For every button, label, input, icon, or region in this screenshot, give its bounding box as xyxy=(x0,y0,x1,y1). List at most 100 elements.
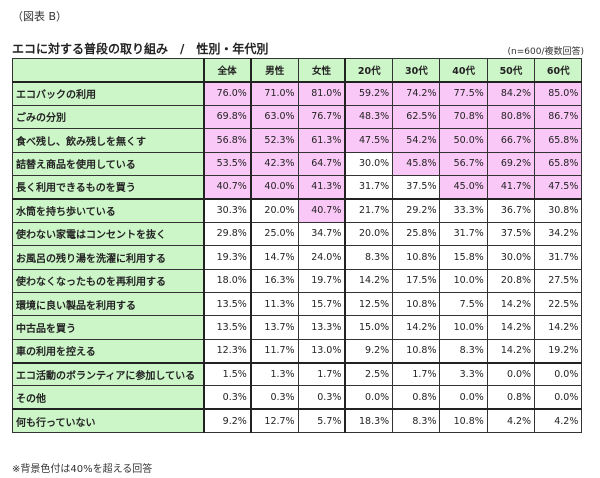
value-cell: 37.5% xyxy=(392,174,441,200)
value-cell: 12.3% xyxy=(202,338,252,364)
value-cell: 48.3% xyxy=(344,104,394,130)
value-cell: 86.7% xyxy=(534,104,583,130)
value-cell: 59.2% xyxy=(344,81,394,106)
value-cell: 65.8% xyxy=(534,151,583,176)
row-label: 使わなくなったものを再利用する xyxy=(12,268,204,293)
value-cell: 40.7% xyxy=(297,198,346,223)
value-cell: 13.5% xyxy=(202,315,252,340)
value-cell: 66.7% xyxy=(486,128,536,153)
value-cell: 8.3% xyxy=(439,338,488,364)
table-row: 何も行っていない 9.2% 12.7% 5.7% 18.3% 8.3% 10.8% 4.2% 4… xyxy=(12,408,583,434)
value-cell: 74.2% xyxy=(392,81,441,106)
column-header: 40代 xyxy=(439,57,488,83)
value-cell: 22.5% xyxy=(534,291,583,317)
value-cell: 14.2% xyxy=(486,338,536,364)
value-cell: 14.2% xyxy=(534,315,583,340)
value-cell: 84.2% xyxy=(486,81,536,106)
value-cell: 8.3% xyxy=(344,245,394,270)
value-cell: 10.8% xyxy=(392,245,441,270)
table-row: 水筒を持ち歩いている 30.3% 20.0% 40.7% 21.7% 29.2% 33.3%… xyxy=(12,198,583,223)
row-label: 環境に良い製品を利用する xyxy=(12,291,204,317)
table-row: その他 0.3% 0.3% 0.3% 0.0% 0.8% 0.0% 0.8% 0.0% xyxy=(12,385,583,410)
value-cell: 14.7% xyxy=(249,245,299,270)
value-cell: 25.0% xyxy=(249,221,299,247)
row-label: 中古品を買う xyxy=(12,315,204,340)
row-label: お風呂の残り湯を洗濯に利用する xyxy=(12,245,204,270)
value-cell: 4.2% xyxy=(486,408,536,434)
value-cell: 50.0% xyxy=(439,128,488,153)
value-cell: 7.5% xyxy=(439,291,488,317)
value-cell: 14.2% xyxy=(486,291,536,317)
value-cell: 34.7% xyxy=(297,221,346,247)
column-header: 30代 xyxy=(392,57,441,83)
value-cell: 15.8% xyxy=(439,245,488,270)
column-header: 全体 xyxy=(202,57,252,83)
value-cell: 17.5% xyxy=(392,268,441,293)
value-cell: 19.7% xyxy=(297,268,346,293)
value-cell: 1.5% xyxy=(202,362,252,387)
value-cell: 71.0% xyxy=(249,81,299,106)
value-cell: 45.8% xyxy=(392,151,441,176)
row-label: 水筒を持ち歩いている xyxy=(12,198,204,223)
value-cell: 69.8% xyxy=(202,104,252,130)
sample-note: (n=600/複数回答) xyxy=(507,47,584,57)
value-cell: 10.0% xyxy=(439,315,488,340)
value-cell: 27.5% xyxy=(534,268,583,293)
value-cell: 40.7% xyxy=(202,174,252,200)
value-cell: 10.0% xyxy=(439,268,488,293)
value-cell: 0.0% xyxy=(439,385,488,410)
value-cell: 2.5% xyxy=(344,362,394,387)
value-cell: 0.3% xyxy=(202,385,252,410)
value-cell: 0.3% xyxy=(297,385,346,410)
value-cell: 47.5% xyxy=(534,174,583,200)
value-cell: 76.0% xyxy=(202,81,252,106)
value-cell: 65.8% xyxy=(534,128,583,153)
value-cell: 13.3% xyxy=(297,315,346,340)
value-cell: 56.7% xyxy=(439,151,488,176)
value-cell: 37.5% xyxy=(486,221,536,247)
value-cell: 18.0% xyxy=(202,268,252,293)
value-cell: 21.7% xyxy=(344,198,394,223)
column-header: 50代 xyxy=(486,57,536,83)
value-cell: 4.2% xyxy=(534,408,583,434)
value-cell: 13.0% xyxy=(297,338,346,364)
value-cell: 30.0% xyxy=(486,245,536,270)
value-cell: 15.7% xyxy=(297,291,346,317)
table-row: 使わない家電はコンセントを抜く 29.8% 25.0% 34.7% 20.0% 25.8%… xyxy=(12,221,583,247)
table-row: ごみの分別 69.8% 63.0% 76.7% 48.3% 62.5% 70.8% 80.8%… xyxy=(12,104,583,130)
row-label: エコバックの利用 xyxy=(12,81,204,106)
value-cell: 16.3% xyxy=(249,268,299,293)
table-row: 詰替え商品を使用している 53.5% 42.3% 64.7% 30.0% 45.8% 56.… xyxy=(12,151,583,176)
value-cell: 12.5% xyxy=(344,291,394,317)
value-cell: 85.0% xyxy=(534,81,583,106)
table-row: お風呂の残り湯を洗濯に利用する 19.3% 14.7% 24.0% 8.3% 10.8% 1… xyxy=(12,245,583,270)
value-cell: 36.7% xyxy=(486,198,536,223)
value-cell: 0.0% xyxy=(534,385,583,410)
table-title: エコに対する普段の取り組み / 性別・年代別 xyxy=(12,42,269,56)
value-cell: 9.2% xyxy=(344,338,394,364)
value-cell: 63.0% xyxy=(249,104,299,130)
table-row: 車の利用を控える 12.3% 11.7% 13.0% 9.2% 10.8% 8.3% 14.2… xyxy=(12,338,583,364)
table-row: 使わなくなったものを再利用する 18.0% 16.3% 19.7% 14.2% 17.5%… xyxy=(12,268,583,293)
value-cell: 42.3% xyxy=(249,151,299,176)
value-cell: 81.0% xyxy=(297,81,346,106)
value-cell: 76.7% xyxy=(297,104,346,130)
value-cell: 1.7% xyxy=(297,362,346,387)
row-label: 食べ残し、飲み残しを無くす xyxy=(12,128,204,153)
value-cell: 8.3% xyxy=(392,408,441,434)
column-header: 女性 xyxy=(297,57,346,83)
row-label: 詰替え商品を使用している xyxy=(12,151,204,176)
value-cell: 33.3% xyxy=(439,198,488,223)
results-table: 全体 男性 女性 20代 30代 40代 50代 60代 エコバックの利用 76.… xyxy=(12,57,583,434)
value-cell: 54.2% xyxy=(392,128,441,153)
value-cell: 0.0% xyxy=(486,362,536,387)
value-cell: 1.3% xyxy=(249,362,299,387)
value-cell: 5.7% xyxy=(297,408,346,434)
value-cell: 53.5% xyxy=(202,151,252,176)
value-cell: 41.3% xyxy=(297,174,346,200)
value-cell: 12.7% xyxy=(249,408,299,434)
value-cell: 31.7% xyxy=(439,221,488,247)
value-cell: 14.2% xyxy=(344,268,394,293)
row-label: 車の利用を控える xyxy=(12,338,204,364)
value-cell: 64.7% xyxy=(297,151,346,176)
